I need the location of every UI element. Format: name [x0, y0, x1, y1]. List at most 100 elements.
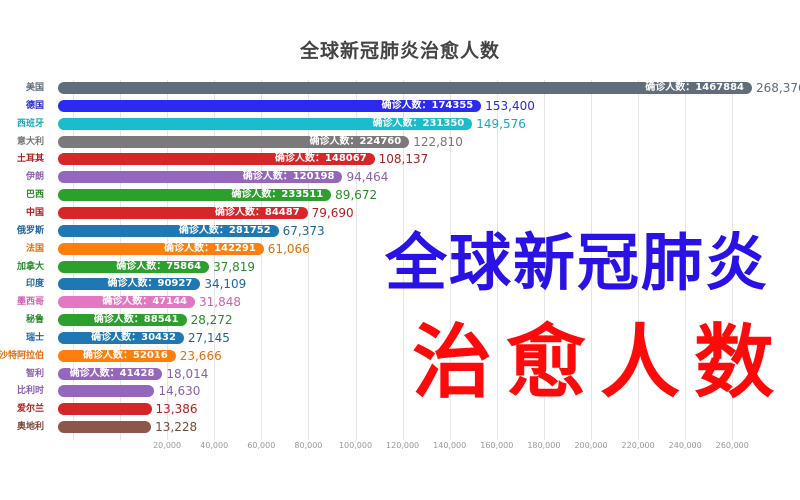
x-tick-label: 160,000	[480, 441, 514, 450]
recovered-value-label: 94,464	[346, 170, 389, 185]
confirmed-count-label: 确诊人数：1467884	[645, 82, 745, 93]
recovered-value-label: 67,373	[282, 223, 325, 238]
bar-row: 西班牙 确诊人数：231350 149,576	[0, 117, 800, 131]
country-label: 加拿大	[16, 261, 44, 272]
confirmed-count-label: 确诊人数：148067	[274, 153, 367, 165]
gridline	[355, 80, 357, 440]
x-tick-label: 60,000	[247, 441, 276, 450]
bar-row: 伊朗 确诊人数：120198 94,464	[0, 170, 800, 184]
bar-row: 奥地利 13,228	[0, 420, 800, 434]
country-label: 西班牙	[16, 118, 44, 129]
gridline	[214, 80, 216, 440]
country-label: 瑞士	[25, 332, 44, 343]
recovered-value-label: 27,145	[187, 330, 230, 345]
gridline	[120, 80, 121, 440]
recovered-value-label: 14,630	[158, 384, 201, 399]
recovered-value-label: 37,819	[213, 259, 256, 274]
x-tick-label: 20,000	[153, 441, 182, 450]
confirmed-count-label: 确诊人数：90927	[107, 278, 193, 290]
recovered-value-label: 122,810	[413, 134, 463, 149]
x-tick-label: 100,000	[338, 441, 373, 450]
gridline	[261, 80, 263, 440]
confirmed-count-label: 确诊人数：120198	[242, 171, 335, 183]
gridline	[72, 80, 74, 440]
country-label: 意大利	[16, 136, 44, 147]
country-label: 秘鲁	[25, 315, 44, 326]
bar-row: 墨西哥 确诊人数：47144 31,848	[0, 295, 800, 309]
bar-row: 比利时 14,630	[0, 384, 800, 398]
gridline	[496, 80, 498, 440]
confirmed-count-label: 确诊人数：84487	[214, 206, 300, 218]
country-label: 俄罗斯	[16, 225, 44, 236]
confirmed-count-label: 确诊人数：52016	[82, 349, 168, 361]
bar-row: 印度 确诊人数：90927 34,109	[0, 277, 800, 291]
recovered-value-label: 79,690	[311, 205, 354, 220]
confirmed-count-label: 确诊人数：142291	[164, 242, 256, 254]
recovered-value-label: 28,272	[190, 313, 233, 328]
country-label: 巴西	[25, 190, 44, 201]
country-label: 法国	[25, 243, 44, 254]
bar: 确诊人数：30432	[58, 331, 184, 344]
gridline	[591, 80, 592, 440]
country-label: 墨西哥	[16, 297, 44, 308]
confirmed-count-label: 确诊人数：30432	[91, 331, 176, 343]
confirmed-count-label: 确诊人数：75864	[116, 260, 202, 272]
recovered-value-label: 23,666	[179, 348, 222, 363]
overlay-title-line2: 治愈人数	[412, 316, 788, 409]
x-tick-label: 180,000	[527, 441, 561, 450]
bar-row: 俄罗斯 确诊人数：281752 67,373	[0, 224, 800, 238]
gridline	[543, 80, 545, 440]
bar: 确诊人数：41428	[58, 367, 163, 380]
country-label: 美国	[25, 83, 44, 93]
bar-row: 土耳其 确诊人数：148067 108,137	[0, 152, 800, 166]
gridline	[732, 80, 734, 440]
bar	[58, 421, 152, 434]
bar: 确诊人数：88541	[58, 314, 187, 327]
bar-row: 秘鲁 确诊人数：88541 28,272	[0, 313, 800, 327]
country-label: 土耳其	[16, 154, 44, 165]
country-label: 爱尔兰	[16, 404, 44, 415]
confirmed-count-label: 确诊人数：231350	[372, 117, 465, 129]
recovered-value-label: 18,014	[166, 366, 209, 381]
bar: 确诊人数：47144	[58, 296, 195, 309]
bar-row: 沙特阿拉伯 确诊人数：52016 23,666	[0, 349, 800, 363]
country-label: 比利时	[16, 386, 44, 397]
confirmed-count-label: 确诊人数：47144	[102, 296, 187, 308]
bar-row: 巴西 确诊人数：233511 89,672	[0, 188, 800, 202]
confirmed-count-label: 确诊人数：233511	[231, 189, 324, 201]
confirmed-count-label: 确诊人数：174355	[381, 99, 474, 111]
recovered-value-label: 13,386	[155, 402, 198, 417]
bar-row: 中国 确诊人数：84487 79,690	[0, 206, 800, 220]
country-label: 德国	[25, 100, 44, 111]
chart-title: 全球新冠肺炎治愈人数	[299, 40, 500, 62]
country-label: 智利	[25, 368, 44, 379]
bar: 确诊人数：231350	[58, 117, 473, 130]
bar	[58, 403, 152, 416]
bar: 确诊人数：142291	[58, 242, 264, 255]
x-tick-label: 200,000	[574, 441, 608, 450]
recovered-value-label: 268,376	[756, 81, 800, 95]
recovered-value-label: 61,066	[267, 241, 310, 256]
gridline	[402, 80, 404, 440]
bar-row: 智利 确诊人数：41428 18,014	[0, 367, 800, 381]
confirmed-count-label: 确诊人数：88541	[93, 314, 179, 326]
confirmed-count-label: 确诊人数：41428	[69, 367, 155, 379]
bar-row: 法国 确诊人数：142291 61,066	[0, 242, 800, 256]
bar-row: 加拿大 确诊人数：75864 37,819	[0, 260, 800, 274]
gridline	[449, 80, 451, 440]
gridline	[638, 80, 640, 440]
bar-row: 德国 确诊人数：174355 153,400	[0, 99, 800, 113]
recovered-value-label: 108,137	[378, 152, 429, 167]
bar: 确诊人数：233511	[58, 189, 332, 202]
bar: 确诊人数：224760	[58, 135, 410, 148]
x-tick-label: 40,000	[200, 441, 229, 450]
recovered-value-label: 31,848	[199, 295, 241, 310]
bar: 确诊人数：148067	[58, 153, 375, 166]
x-tick-label: 240,000	[668, 441, 702, 450]
bar-row: 美国 确诊人数：1467884 268,376	[0, 81, 800, 95]
x-tick-label: 140,000	[433, 441, 467, 450]
overlay-title-line1: 全球新冠肺炎	[385, 226, 770, 299]
x-tick-label: 220,000	[621, 441, 655, 450]
recovered-value-label: 89,672	[335, 188, 378, 203]
